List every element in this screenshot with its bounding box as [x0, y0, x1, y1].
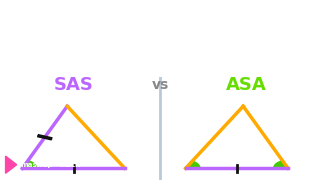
Text: math: math	[60, 162, 81, 168]
Text: Side-Angle-Side (SAS): Side-Angle-Side (SAS)	[66, 14, 254, 29]
Polygon shape	[5, 156, 17, 173]
Text: & Angle-Side-Angle (ASA): & Angle-Side-Angle (ASA)	[50, 49, 270, 64]
Text: SAS: SAS	[54, 76, 93, 94]
Wedge shape	[274, 161, 288, 168]
Text: mashup: mashup	[20, 162, 53, 168]
Wedge shape	[186, 161, 200, 168]
Text: vs: vs	[151, 78, 169, 92]
Wedge shape	[22, 161, 37, 168]
Text: ASA: ASA	[226, 76, 267, 94]
